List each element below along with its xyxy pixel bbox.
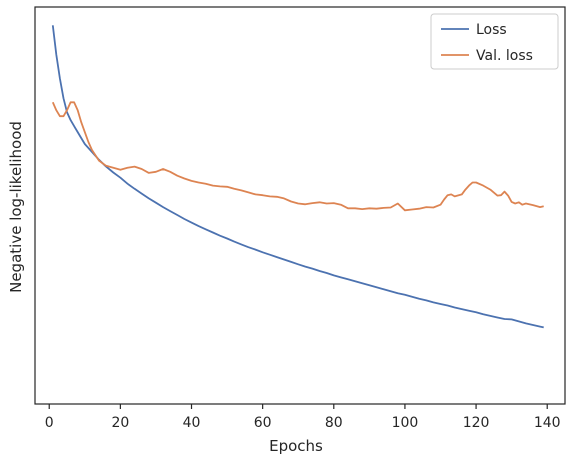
plot-background	[35, 7, 565, 404]
x-tick-label: 120	[463, 415, 490, 431]
x-tick-label: 140	[534, 415, 561, 431]
y-axis-label: Negative log-likelihood	[7, 121, 25, 293]
series-line-loss	[51, 25, 544, 329]
x-tick-label: 100	[392, 415, 419, 431]
x-axis-label: Epochs	[269, 437, 323, 455]
x-tick-label: 80	[325, 415, 343, 431]
x-axis: 0 20 40 60 80 100 120 140	[45, 404, 561, 431]
legend-label-loss: Loss	[476, 22, 507, 38]
plot-frame	[34, 6, 566, 405]
series-line-val-loss	[51, 101, 544, 212]
series-layer	[51, 25, 544, 329]
x-tick-label: 0	[45, 415, 54, 431]
x-tick-label: 40	[183, 415, 201, 431]
x-tick-label: 20	[111, 415, 129, 431]
legend-label-val-loss: Val. loss	[476, 48, 533, 64]
legend: Loss Val. loss	[430, 13, 559, 70]
x-tick-label: 60	[254, 415, 272, 431]
